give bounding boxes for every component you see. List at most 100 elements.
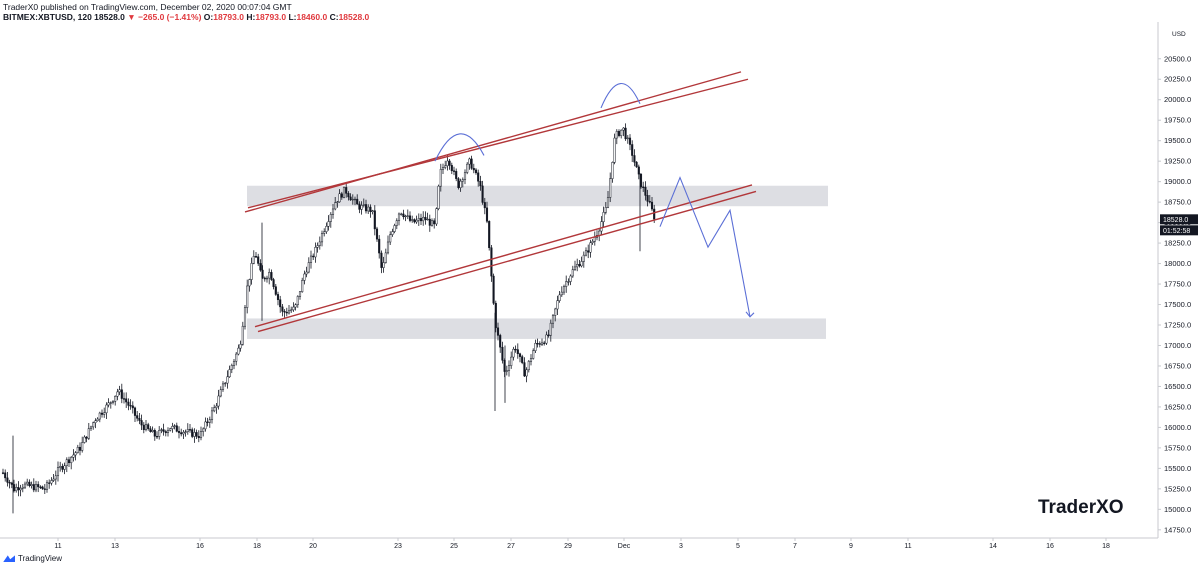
candle-body	[19, 488, 22, 491]
candle-body	[305, 271, 308, 275]
candle-body	[391, 231, 394, 235]
candle-body	[166, 430, 170, 434]
candle-body	[316, 245, 319, 248]
candle-body	[180, 432, 183, 435]
candle-body	[400, 213, 403, 215]
candle-body	[527, 361, 530, 371]
candle-body	[188, 429, 192, 431]
candle-body	[492, 275, 495, 304]
last-price: 18528.0	[94, 12, 125, 22]
y-tick-label: 17000.0	[1164, 341, 1191, 350]
candle-body	[118, 389, 121, 393]
y-tick-label: 15000.0	[1164, 505, 1191, 514]
symbol-label[interactable]: BITMEX:XBTUSD, 120	[3, 12, 92, 22]
candle-body	[466, 163, 469, 173]
y-tick-label: 15500.0	[1164, 464, 1191, 473]
y-tick-label: 17250.0	[1164, 321, 1191, 330]
candle-body	[547, 334, 550, 336]
channel-line-1	[244, 71, 742, 213]
candle-body	[378, 238, 381, 254]
candle-body	[116, 391, 119, 397]
candle-body	[587, 250, 590, 253]
candle-body	[371, 210, 374, 212]
candle-body	[45, 482, 49, 490]
candle-body	[338, 193, 341, 203]
down-triangle-icon: ▼	[127, 12, 136, 22]
candle-body	[74, 452, 77, 456]
arc-annotation-1	[434, 133, 485, 162]
candle-body	[516, 349, 519, 354]
candle-body	[312, 255, 315, 258]
tradingview-logo-text: TradingView	[18, 554, 63, 563]
candle-body	[39, 486, 42, 488]
candle-body	[94, 420, 97, 423]
candle-body	[650, 201, 654, 210]
candle-body	[307, 262, 310, 273]
candle-body	[329, 214, 332, 222]
candle-body	[206, 421, 209, 423]
candle-body	[26, 481, 29, 485]
y-tick-label: 19750.0	[1164, 116, 1191, 125]
candle-body	[65, 459, 68, 467]
candle-body	[8, 482, 11, 484]
candle-body	[67, 459, 71, 464]
y-tick-label: 17750.0	[1164, 280, 1191, 289]
channel-line-4	[257, 190, 757, 333]
candle-body	[248, 279, 251, 287]
x-tick-label: 7	[793, 543, 797, 550]
candle-body	[131, 405, 134, 409]
candle-body	[193, 432, 196, 437]
candle-body	[290, 309, 293, 312]
candle-body	[554, 308, 557, 316]
candle-body	[534, 343, 537, 351]
countdown-tag	[1160, 225, 1198, 236]
candle-body	[318, 241, 321, 246]
candle-body	[336, 201, 339, 203]
candle-body	[202, 428, 205, 432]
candle-body	[452, 170, 456, 172]
candle-body	[221, 383, 225, 390]
candle-body	[565, 281, 568, 287]
candle-body	[274, 286, 277, 295]
candle-body	[103, 412, 106, 415]
candle-body	[488, 221, 491, 249]
candle-body	[285, 311, 288, 314]
candle-body	[373, 210, 376, 230]
candle-body	[437, 185, 440, 209]
candle-body	[356, 198, 359, 205]
candle-body	[358, 203, 361, 210]
y-tick-label: 14750.0	[1164, 525, 1191, 534]
candle-body	[538, 343, 541, 345]
candle-body	[545, 334, 548, 344]
candle-body	[259, 263, 262, 271]
candle-body	[78, 446, 82, 451]
x-tick-label: 9	[849, 543, 853, 550]
candle-body	[615, 131, 618, 139]
candle-body	[276, 294, 280, 300]
candle-body	[239, 344, 242, 349]
candle-body	[604, 206, 607, 213]
candle-body	[461, 179, 464, 182]
candle-body	[331, 208, 335, 215]
tradingview-logo[interactable]: TradingView	[3, 554, 62, 563]
currency-label: USD	[1172, 31, 1186, 38]
current-price-label: 18528.0	[1163, 217, 1188, 224]
candle-body	[270, 272, 273, 280]
candle-body	[129, 405, 132, 407]
arrow-head-icon	[745, 311, 755, 318]
y-tick-label: 19500.0	[1164, 136, 1191, 145]
candle-body	[402, 213, 405, 218]
candle-body	[59, 466, 62, 468]
x-tick-label: 18	[1102, 543, 1110, 550]
candle-body	[21, 486, 24, 489]
candle-body	[210, 410, 214, 420]
x-tick-label: 13	[111, 543, 119, 550]
candle-body	[481, 185, 484, 203]
publish-info: TraderX0 published on TradingView.com, D…	[3, 2, 292, 12]
candle-body	[232, 360, 236, 366]
candle-body	[164, 431, 167, 434]
close-value: 18528.0	[338, 12, 370, 22]
candle-body	[384, 252, 387, 263]
y-tick-label: 18250.0	[1164, 239, 1191, 248]
